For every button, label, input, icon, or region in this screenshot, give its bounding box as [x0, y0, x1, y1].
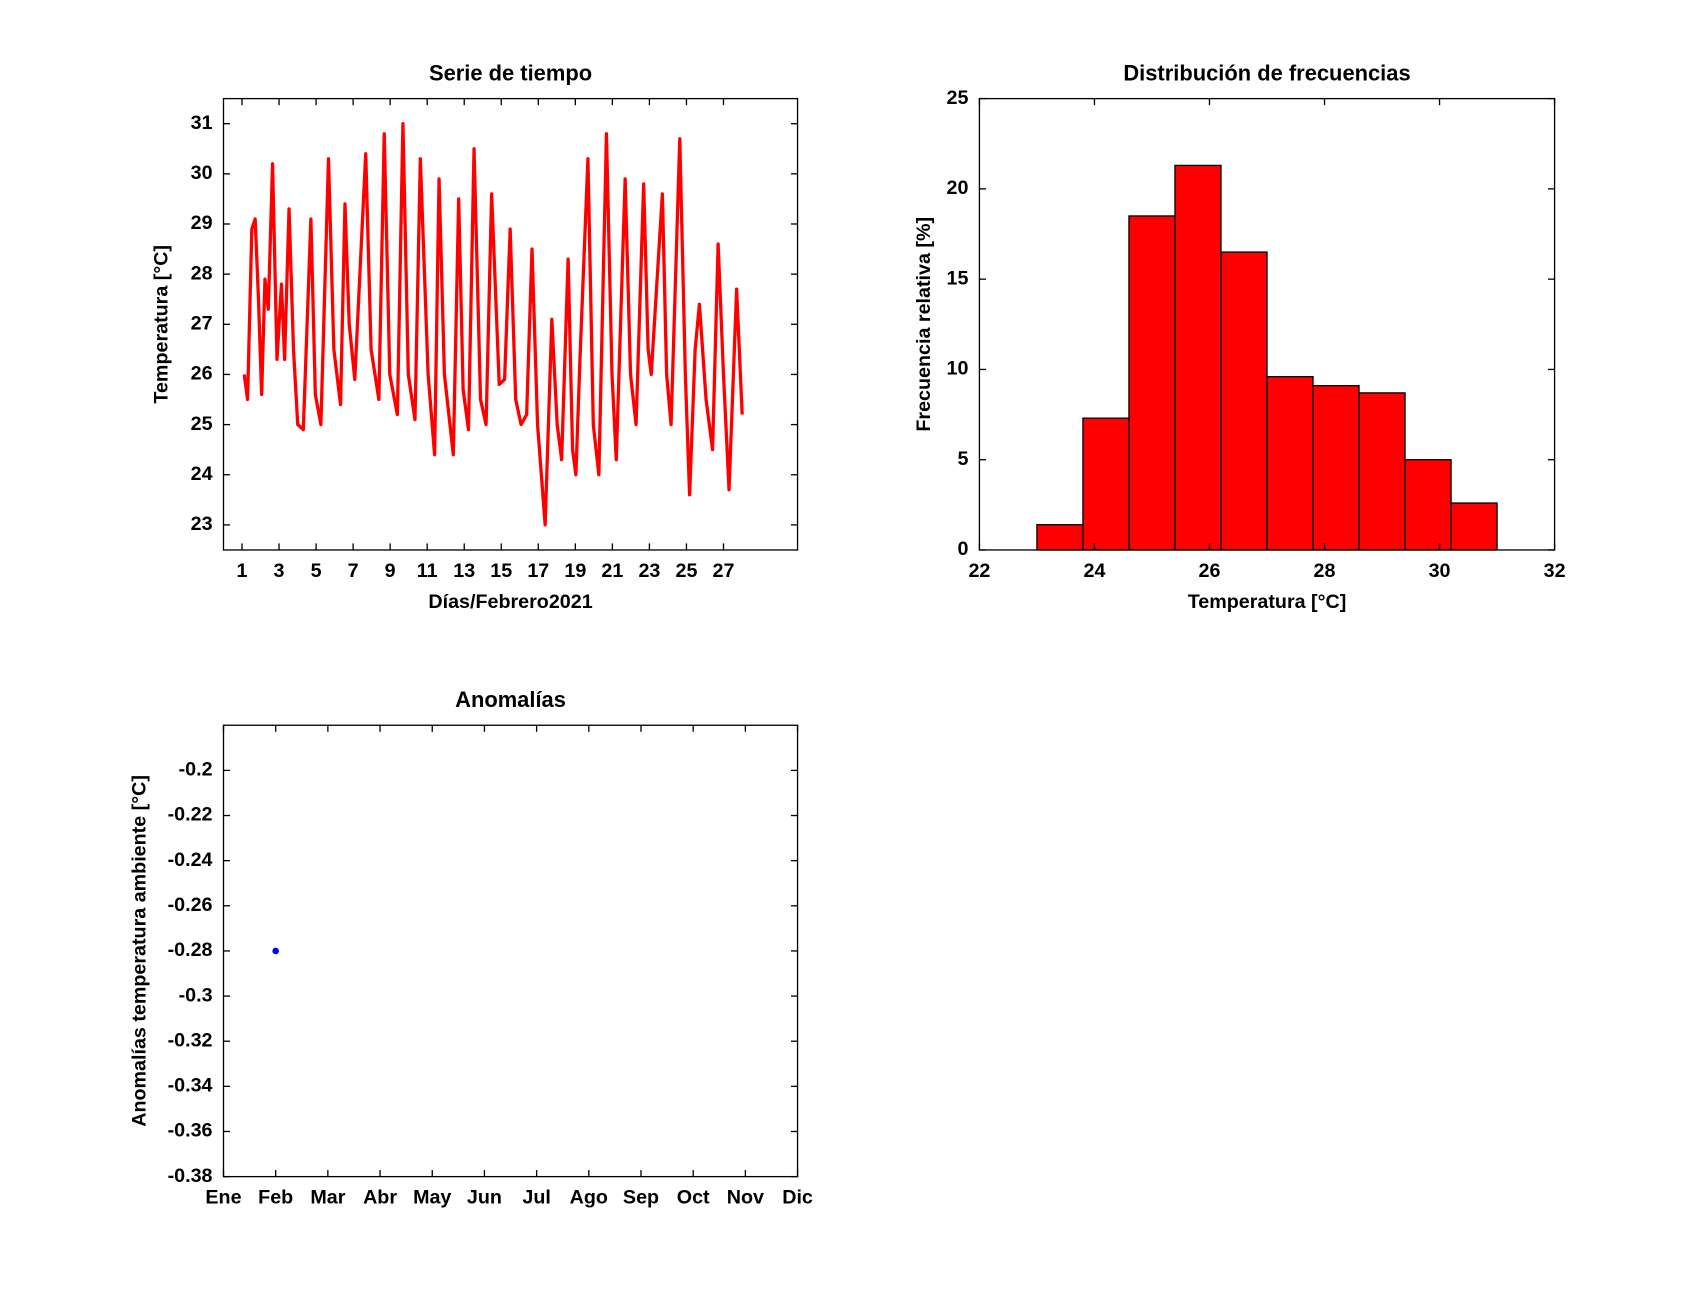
bar [1450, 502, 1498, 551]
x-tick-label: 24 [1083, 560, 1105, 582]
x-tick-label: 21 [601, 560, 623, 582]
x-tick-label: 30 [1429, 560, 1451, 582]
y-tick-label: 26 [191, 363, 213, 385]
y-tick-label: 28 [191, 262, 213, 284]
bar [1358, 392, 1406, 551]
x-tick-label: Jun [467, 1187, 502, 1209]
y-tick-label: -0.3 [179, 984, 213, 1006]
plot-frame [222, 724, 799, 1178]
y-tick-label: 15 [947, 267, 969, 289]
y-tick-label: 25 [947, 87, 969, 109]
y-tick-label: -0.32 [168, 1029, 213, 1051]
bar [1312, 385, 1360, 551]
y-tick-label: 20 [947, 177, 969, 199]
x-tick-label: Oct [677, 1187, 710, 1209]
x-tick-label: Mar [310, 1187, 345, 1209]
y-tick-label: 23 [191, 513, 213, 535]
x-tick-label: 15 [490, 560, 512, 582]
y-tick-label: 29 [191, 212, 213, 234]
y-tick-label: 27 [191, 312, 213, 334]
x-tick-label: 11 [417, 560, 438, 582]
plot-frame [222, 97, 799, 551]
bar [1174, 164, 1222, 551]
x-tick-label: Feb [258, 1187, 293, 1209]
x-tick-label: 28 [1314, 560, 1336, 582]
x-tick-label: 17 [527, 560, 549, 582]
y-tick-label: 10 [947, 358, 969, 380]
bar [1128, 215, 1176, 551]
y-tick-label: 24 [191, 463, 213, 485]
x-tick-label: 19 [564, 560, 586, 582]
x-tick-label: 1 [237, 560, 248, 582]
y-tick-label: 31 [191, 112, 213, 134]
plot-frame [978, 97, 1556, 551]
x-tick-label: 26 [1199, 560, 1221, 582]
y-tick-label: -0.28 [168, 939, 213, 961]
x-tick-label: May [413, 1187, 451, 1209]
x-tick-label: Nov [727, 1187, 764, 1209]
y-tick-label: -0.38 [168, 1165, 213, 1187]
point [272, 947, 279, 955]
chart-title: Distribución de frecuencias [1123, 60, 1410, 85]
y-tick-label: 30 [191, 162, 213, 184]
bar [1036, 524, 1084, 551]
chart-title: Anomalías [455, 687, 566, 712]
x-tick-label: 22 [968, 560, 990, 582]
x-tick-label: 27 [713, 560, 735, 582]
y-tick-label: -0.22 [168, 804, 213, 826]
y-tick-label: 0 [957, 538, 968, 560]
y-tick-label: -0.24 [168, 849, 213, 871]
x-tick-label: Ene [205, 1187, 241, 1209]
y-tick-label: 25 [191, 413, 213, 435]
y-axis-label: Frecuencia relativa [%] [913, 217, 935, 432]
y-tick-label: -0.2 [179, 759, 213, 781]
x-tick-label: Abr [363, 1187, 397, 1209]
series-line [242, 122, 744, 527]
y-axis-label: Temperatura [°C] [150, 245, 172, 404]
x-tick-label: Ago [570, 1187, 608, 1209]
y-tick-label: -0.26 [168, 894, 213, 916]
y-tick-label: -0.36 [168, 1120, 213, 1142]
bar [1082, 417, 1130, 551]
bar [1266, 375, 1314, 551]
x-axis-label: Temperatura [°C] [1188, 591, 1347, 613]
y-tick-label: -0.34 [168, 1075, 213, 1097]
x-tick-label: 32 [1544, 560, 1566, 582]
y-tick-label: 5 [957, 448, 968, 470]
x-tick-label: 7 [348, 560, 359, 582]
x-tick-label: 5 [311, 560, 322, 582]
x-tick-label: Jul [522, 1187, 550, 1209]
y-axis-label: Anomalías temperatura ambiente [°C] [128, 775, 150, 1127]
x-tick-label: 13 [453, 560, 475, 582]
bar [1220, 251, 1268, 551]
chart-title: Serie de tiempo [429, 60, 592, 85]
x-tick-label: 9 [385, 560, 396, 582]
x-tick-label: Dic [782, 1187, 813, 1209]
x-tick-label: Sep [623, 1187, 659, 1209]
x-tick-label: 3 [274, 560, 285, 582]
bar [1404, 459, 1452, 551]
x-axis-label: Días/Febrero2021 [428, 591, 592, 613]
x-tick-label: 23 [638, 560, 660, 582]
x-tick-label: 25 [675, 560, 697, 582]
